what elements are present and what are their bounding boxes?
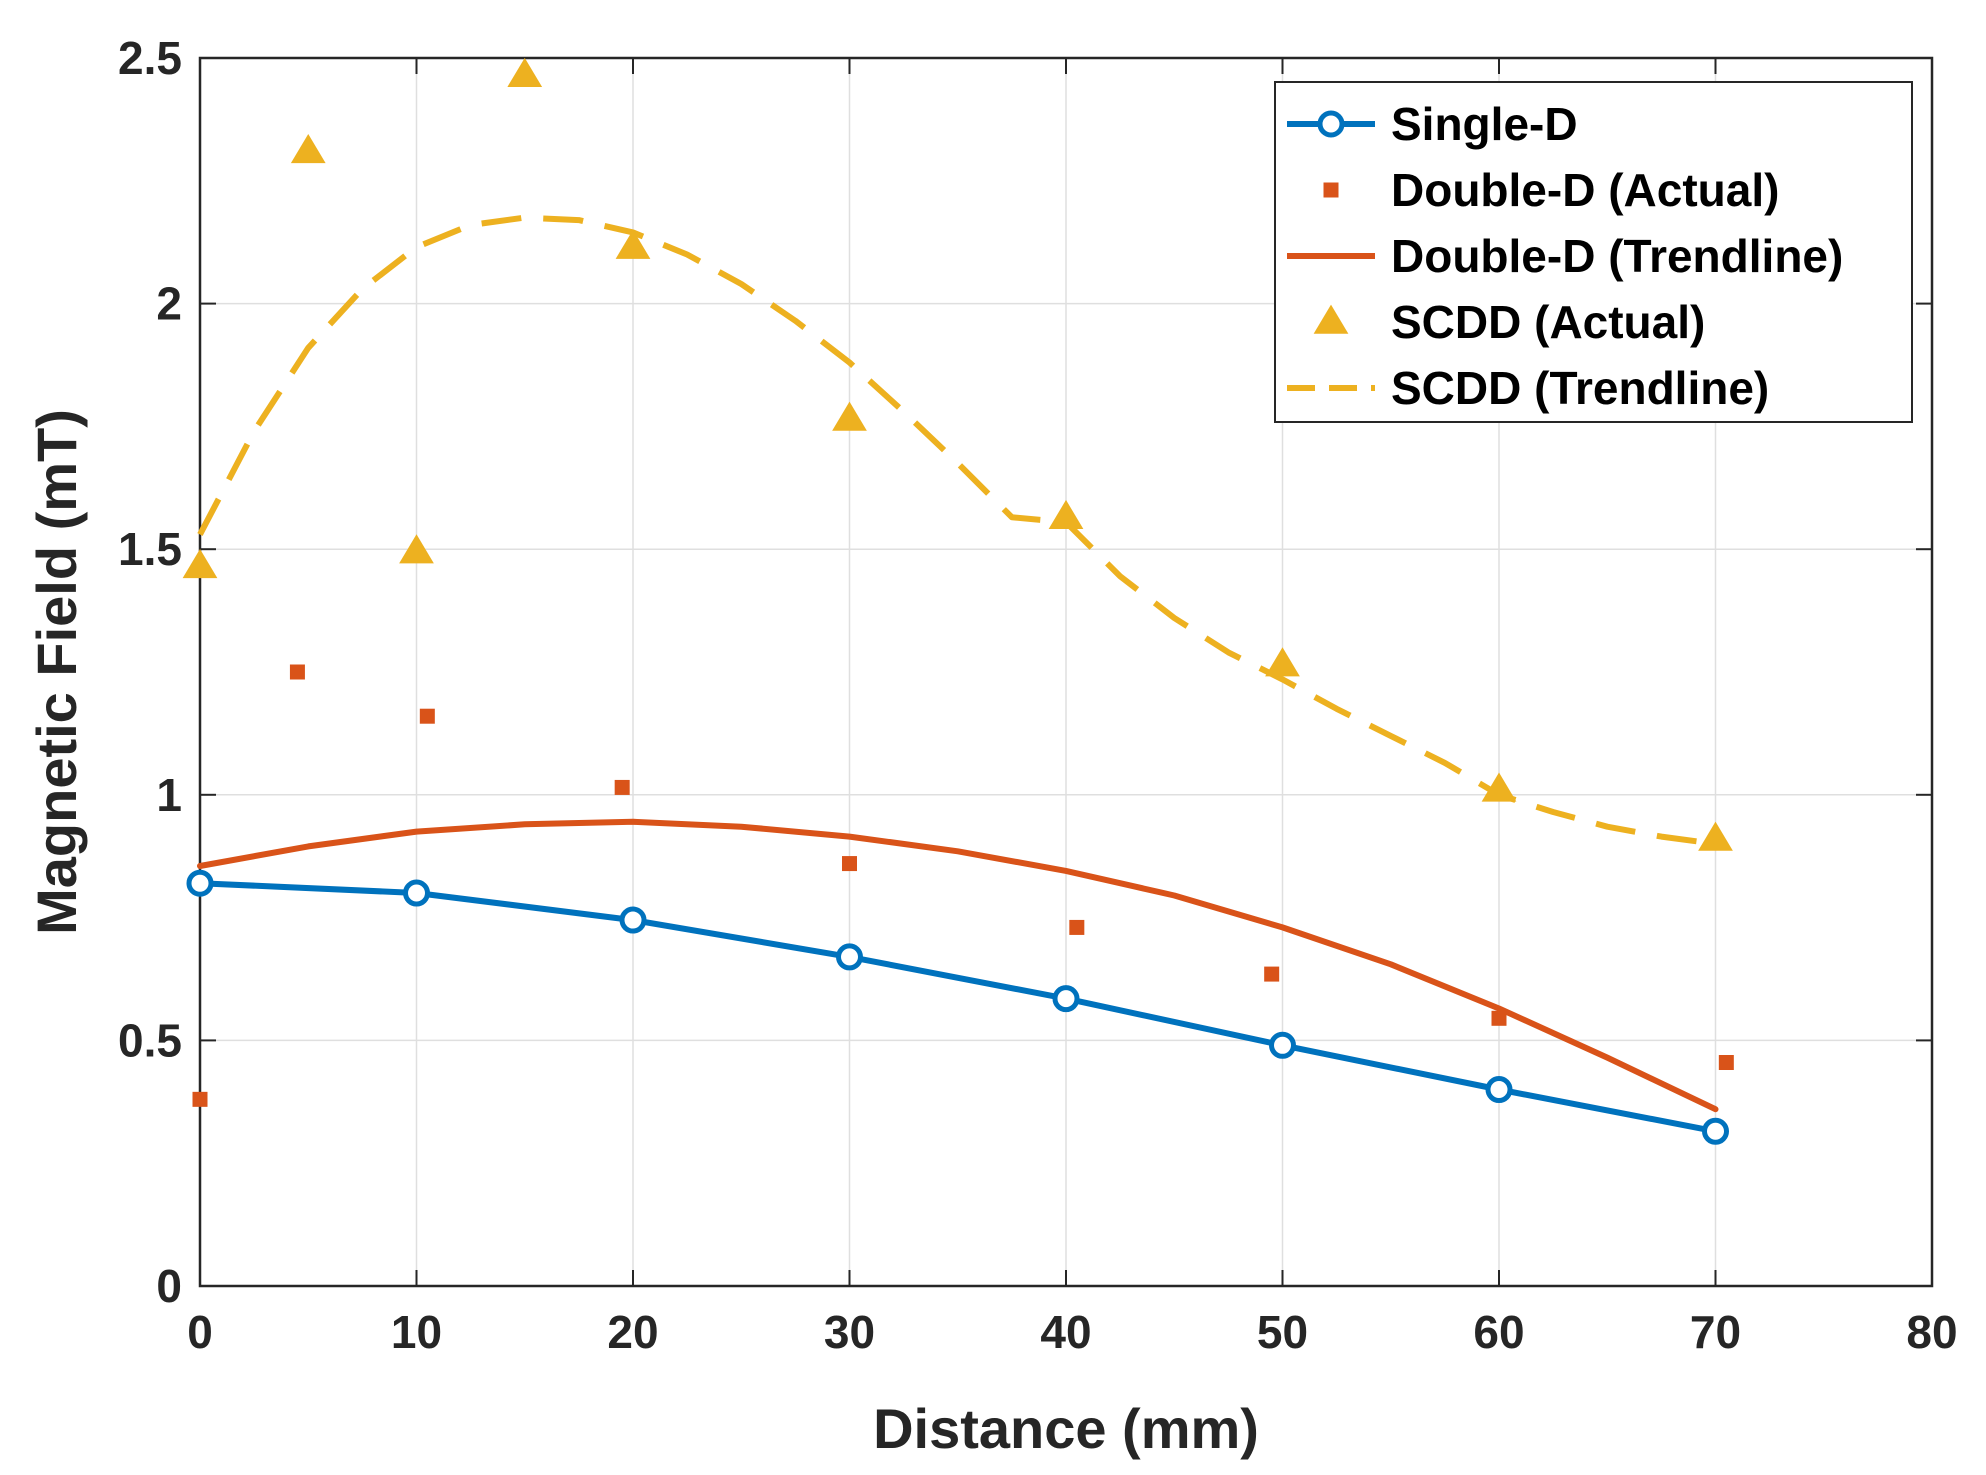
double-d-actual-point — [419, 708, 435, 724]
single-d-point — [619, 906, 647, 934]
x-tick-label: 20 — [607, 1306, 658, 1358]
legend-box — [1274, 81, 1913, 423]
series-single-d — [186, 869, 1729, 1145]
legend: Single-D Double-D (Actual) Double-D (Trend… — [1274, 81, 1913, 423]
x-tick-label: 10 — [391, 1306, 442, 1358]
legend-entry-single-d: Single-D — [1287, 98, 1578, 150]
x-axis-label: Distance (mm) — [873, 1397, 1259, 1460]
series-scdd-actual — [182, 57, 1733, 851]
single-d-point — [1702, 1117, 1729, 1145]
x-tick-label: 60 — [1473, 1306, 1524, 1358]
scdd-actual-point — [290, 133, 326, 164]
legend-entry-double-d-trendline: Double-D (Trendline) — [1287, 230, 1843, 282]
scdd-actual-point — [399, 534, 434, 564]
legend-label: Double-D (Actual) — [1391, 164, 1779, 216]
legend-entry-scdd-trendline: SCDD (Trendline) — [1287, 362, 1769, 414]
x-tick-label: 50 — [1257, 1306, 1308, 1358]
series-layer — [182, 57, 1734, 1145]
scdd-actual-point — [615, 229, 651, 259]
double-d-actual-point — [842, 856, 857, 872]
scdd-actual-point — [1265, 647, 1300, 677]
legend-label: Double-D (Trendline) — [1391, 230, 1843, 282]
x-tick-label: 40 — [1040, 1306, 1091, 1358]
y-tick-label: 1.5 — [118, 523, 182, 575]
double-d-actual-point — [1069, 919, 1085, 935]
legend-entry-scdd-actual: SCDD (Actual) — [1313, 296, 1705, 348]
single-d-point — [1485, 1076, 1513, 1104]
single-d-point — [1052, 985, 1080, 1013]
y-tick-label: 0 — [156, 1260, 182, 1312]
double-d-actual-point — [192, 1091, 208, 1107]
legend-entry-double-d-actual: Double-D (Actual) — [1323, 164, 1779, 216]
scdd-trendline-line — [197, 214, 1716, 847]
y-tick-label: 1 — [156, 769, 182, 821]
legend-label: Single-D — [1391, 98, 1578, 150]
double-d-actual-point — [289, 664, 305, 680]
series-double-d-trendline — [197, 818, 1719, 1113]
double-d-actual-point — [1718, 1055, 1734, 1071]
x-tick-label: 80 — [1906, 1306, 1957, 1358]
single-d-point — [186, 869, 214, 897]
legend-swatch-marker — [1313, 304, 1349, 334]
axis-ticks: 0 10 20 30 40 50 60 70 80 0 0.5 1 1.5 2 2.5 — [118, 32, 1958, 1358]
legend-label: SCDD (Actual) — [1391, 296, 1705, 348]
single-d-line — [197, 880, 1719, 1135]
legend-swatch-marker — [1317, 110, 1345, 138]
scdd-actual-point — [182, 549, 218, 579]
x-tick-label: 0 — [187, 1306, 213, 1358]
x-tick-label: 30 — [824, 1306, 875, 1358]
y-tick-label: 2 — [156, 278, 182, 330]
single-d-point — [836, 943, 863, 971]
y-tick-label: 2.5 — [118, 32, 182, 84]
scdd-actual-point — [1481, 772, 1517, 802]
single-d-point — [403, 879, 430, 907]
y-tick-label: 0.5 — [118, 1014, 182, 1066]
double-d-actual-point — [1264, 966, 1280, 982]
double-d-actual-point — [614, 779, 630, 795]
single-d-point — [1269, 1031, 1296, 1059]
series-double-d-actual — [192, 664, 1734, 1107]
legend-label: SCDD (Trendline) — [1391, 362, 1769, 414]
x-tick-label: 70 — [1690, 1306, 1741, 1358]
scdd-actual-point — [1048, 499, 1084, 530]
scdd-actual-point — [507, 57, 543, 87]
scdd-actual-point — [832, 401, 867, 431]
y-axis-label: Magnetic Field (mT) — [25, 409, 88, 935]
series-scdd-trendline — [197, 214, 1716, 847]
double-d-trendline-line — [197, 818, 1719, 1113]
double-d-actual-point — [1491, 1010, 1507, 1026]
scdd-actual-point — [1698, 821, 1733, 851]
legend-swatch-marker — [1323, 182, 1339, 198]
